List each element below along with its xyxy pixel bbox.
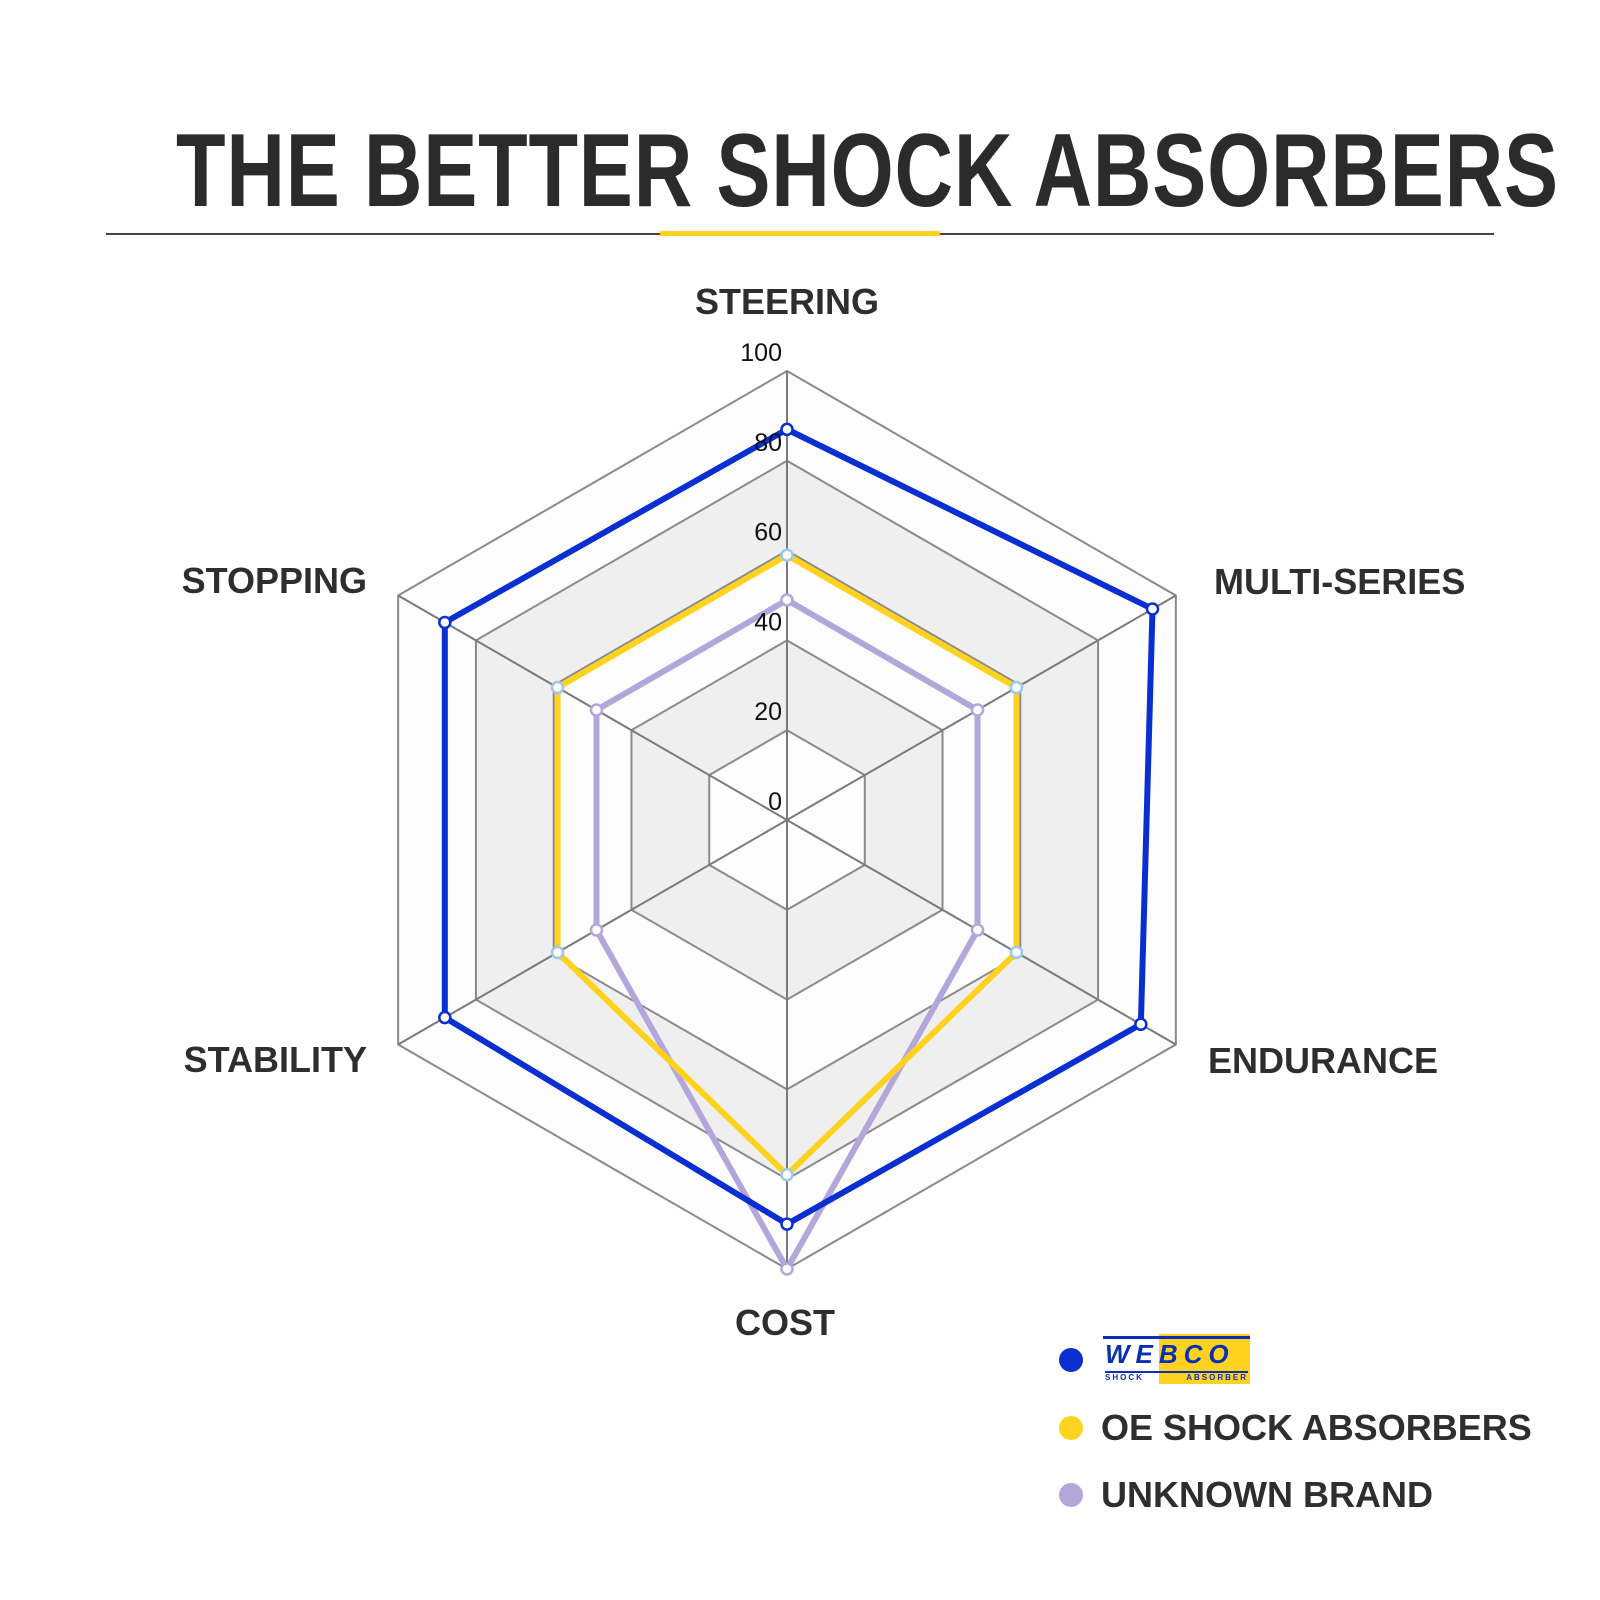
legend-label-oe: OE SHOCK ABSORBERS [1101,1407,1532,1448]
tick-label: 60 [754,519,782,547]
logo-sub-left: SHOCK [1105,1373,1144,1382]
data-point [780,1217,794,1231]
series-1 [550,548,1024,1182]
tick-label: 40 [754,608,782,636]
axis-label: COST [735,1302,835,1343]
data-point [1009,945,1024,960]
tick-label: 80 [754,429,782,457]
legend-dot-unknown [1059,1483,1083,1507]
data-point [780,593,794,607]
data-point [438,615,452,630]
axis-label: MULTI-SERIES [1214,561,1465,602]
data-point [780,1167,794,1182]
data-point [550,945,565,960]
webco-logo: WEBCO SHOCK ABSORBER [1103,1334,1250,1384]
data-point [1145,602,1160,616]
data-point [780,548,794,562]
data-point [970,923,985,937]
axis-label: STOPPING [182,560,367,601]
data-point [1134,1017,1148,1032]
tick-label: 20 [754,698,782,726]
logo-word: WEBCO [1105,1339,1235,1369]
series-0 [438,422,1160,1231]
title-divider-accent [660,231,940,236]
logo-subline: SHOCK ABSORBER [1105,1371,1248,1384]
data-point [780,1262,794,1276]
data-point [970,703,985,717]
data-point [589,703,604,717]
axis-label: STEERING [695,281,879,322]
data-point [438,1010,452,1025]
data-point [550,680,565,695]
legend-label-unknown: UNKNOWN BRAND [1101,1474,1433,1515]
radar-grid [397,369,1177,1271]
logo-sub-right: ABSORBER [1186,1373,1248,1382]
series-2 [589,593,985,1276]
axis-label: ENDURANCE [1208,1040,1438,1081]
tick-label: 100 [740,339,782,367]
axis-label: STABILITY [184,1039,367,1080]
legend-dot-webco [1059,1348,1083,1372]
data-point [1009,680,1024,695]
tick-label: 0 [768,788,782,816]
page-title: THE BETTER SHOCK ABSORBERS [176,113,1559,229]
data-point [589,923,604,937]
data-point [780,422,794,437]
legend-dot-oe [1059,1416,1083,1440]
